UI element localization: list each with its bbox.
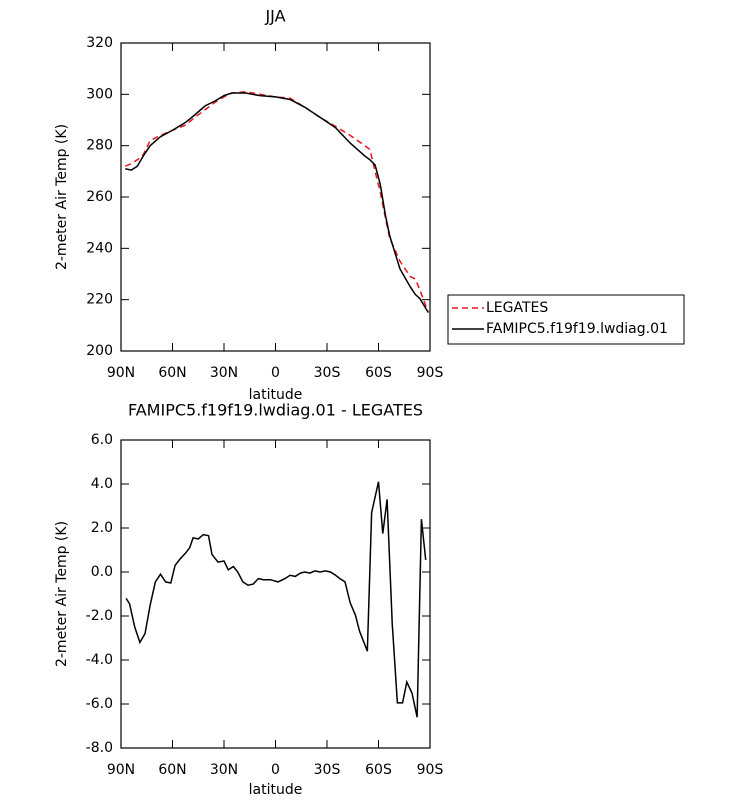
y-tick-label: 200 (86, 343, 113, 359)
y-axis-label: 2-meter Air Temp (K) (54, 124, 70, 270)
x-tick-label: 60N (158, 365, 186, 381)
data-line (125, 92, 429, 313)
y-tick-label: -2.0 (86, 608, 113, 624)
y-tick-label: -8.0 (86, 740, 113, 756)
y-tick-label: 280 (86, 138, 113, 154)
y-tick-label: -4.0 (86, 652, 113, 668)
plot-frame (120, 42, 431, 352)
y-tick-label: 2.0 (91, 520, 113, 536)
x-tick-label: 30N (210, 365, 238, 381)
x-tick-label: 30S (314, 365, 341, 381)
y-tick-label: 320 (86, 35, 113, 51)
y-tick-label: 0.0 (91, 564, 113, 580)
chart-title: JJA (264, 7, 285, 26)
y-tick-label: 4.0 (91, 476, 113, 492)
x-tick-label: 30S (314, 762, 341, 778)
y-tick-label: -6.0 (86, 696, 113, 712)
legend-box (447, 294, 685, 345)
x-tick-label: 60S (365, 365, 392, 381)
y-axis-label: 2-meter Air Temp (K) (54, 521, 70, 667)
x-tick-label: 30N (210, 762, 238, 778)
x-tick-label: 90N (107, 762, 135, 778)
legend-label: FAMIPC5.f19f19.lwdiag.01 (486, 321, 668, 337)
legend-label: LEGATES (486, 300, 548, 316)
y-tick-label: 260 (86, 189, 113, 205)
x-tick-label: 0 (271, 762, 280, 778)
x-axis-label: latitude (249, 782, 303, 798)
x-tick-label: 90N (107, 365, 135, 381)
x-tick-label: 60N (158, 762, 186, 778)
x-axis-label: latitude (249, 387, 303, 403)
data-line (125, 481, 427, 718)
y-tick-label: 240 (86, 240, 113, 256)
y-tick-label: 300 (86, 86, 113, 102)
y-tick-label: 6.0 (91, 432, 113, 448)
x-tick-label: 90S (417, 365, 444, 381)
x-tick-label: 0 (271, 365, 280, 381)
chart-title: FAMIPC5.f19f19.lwdiag.01 - LEGATES (128, 401, 423, 420)
x-tick-label: 90S (417, 762, 444, 778)
y-tick-label: 220 (86, 292, 113, 308)
plot-frame (120, 439, 431, 749)
x-tick-label: 60S (365, 762, 392, 778)
